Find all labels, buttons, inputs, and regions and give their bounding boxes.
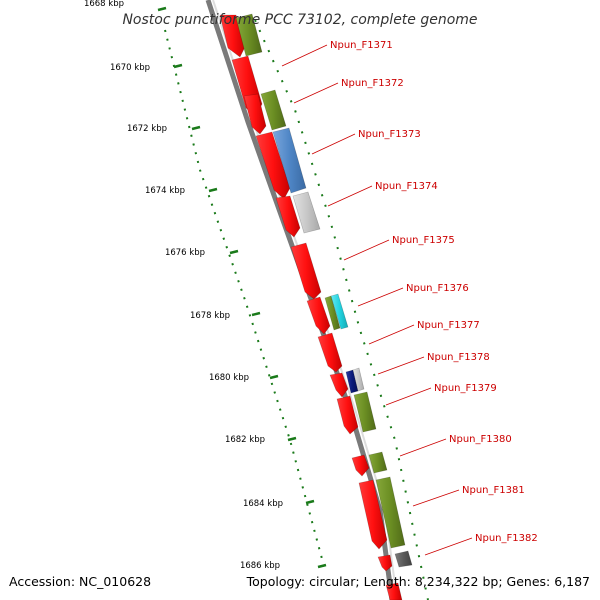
gene-label-leader: [357, 287, 404, 307]
cds-arrow[interactable]: [290, 242, 322, 300]
kbp-tick-mark: [269, 374, 279, 380]
gene-label-leader: [281, 44, 328, 67]
gene-label-leader: [424, 537, 473, 556]
kbp-tick-mark: [208, 187, 218, 193]
gene-label[interactable]: Npun_F1375: [392, 235, 455, 246]
gene-label-leader: [327, 185, 373, 207]
feature-block-olive[interactable]: [368, 451, 388, 474]
gene-label-leader: [293, 82, 339, 104]
genome-summary-text: Topology: circular; Length: 8,234,322 bp…: [246, 574, 590, 589]
kbp-scale: 1668 kbp 1670 kbp 1672 kbp 1674 kbp 1676 kbp…: [84, 0, 327, 571]
kbp-tick-label: 1684 kbp: [243, 499, 283, 509]
gene-features: [219, 13, 413, 600]
cds-arrow[interactable]: [385, 582, 403, 600]
cds-arrow[interactable]: [243, 93, 267, 135]
kbp-tick-mark: [157, 6, 167, 12]
gene-label[interactable]: Npun_F1372: [341, 78, 404, 89]
kbp-tick-label: 1672 kbp: [127, 124, 167, 134]
kbp-tick-mark: [305, 499, 315, 505]
accession-text: Accession: NC_010628: [9, 574, 151, 589]
gene-label[interactable]: Npun_F1371: [330, 40, 393, 51]
feature-block-olive[interactable]: [260, 89, 287, 131]
kbp-tick-label: 1668 kbp: [84, 0, 124, 9]
cds-arrow[interactable]: [317, 332, 343, 373]
gene-label[interactable]: Npun_F1377: [417, 320, 480, 331]
feature-block-olive[interactable]: [235, 13, 263, 57]
feature-block-olive[interactable]: [353, 391, 377, 433]
cds-arrow[interactable]: [329, 372, 349, 398]
cds-arrow[interactable]: [358, 479, 388, 550]
kbp-tick-mark: [229, 249, 239, 255]
cds-arrow[interactable]: [351, 454, 370, 477]
feature-block-cyan[interactable]: [330, 293, 349, 330]
kbp-tick-label: 1682 kbp: [225, 435, 265, 445]
gene-labels: Npun_F1371 Npun_F1372 Npun_F1373 Npun_F1374…: [281, 40, 538, 556]
cds-arrow[interactable]: [255, 131, 291, 200]
kbp-tick-mark: [251, 311, 261, 317]
kbp-tick-label: 1676 kbp: [165, 248, 205, 258]
feature-block-gray[interactable]: [292, 191, 321, 234]
gene-label[interactable]: Npun_F1379: [434, 383, 497, 394]
gene-label-leader: [311, 133, 356, 155]
cds-arrow[interactable]: [377, 554, 393, 572]
gene-label[interactable]: Npun_F1376: [406, 283, 469, 294]
kbp-tick-label: 1678 kbp: [190, 311, 230, 321]
cds-arrow[interactable]: [336, 395, 359, 435]
gene-label[interactable]: Npun_F1373: [358, 129, 421, 140]
gene-label-leader: [385, 387, 432, 406]
gene-label[interactable]: Npun_F1382: [475, 533, 538, 544]
feature-block-olive[interactable]: [324, 295, 341, 331]
kbp-tick-mark: [287, 436, 297, 442]
kbp-tick-mark: [317, 563, 327, 569]
feature-block-olive[interactable]: [375, 476, 406, 549]
kbp-tick-label: 1686 kbp: [240, 561, 280, 571]
gene-label[interactable]: Npun_F1374: [375, 181, 438, 192]
gene-label[interactable]: Npun_F1381: [462, 485, 525, 496]
map-title: Nostoc punctiforme PCC 73102, complete g…: [122, 12, 477, 28]
cds-arrow[interactable]: [306, 296, 331, 335]
kbp-tick-mark: [191, 125, 201, 131]
feature-block-darkgray[interactable]: [394, 550, 413, 568]
gene-label-leader: [399, 438, 447, 457]
cds-arrow[interactable]: [275, 195, 301, 238]
gene-label-leader: [368, 324, 415, 345]
feature-block-blue[interactable]: [272, 127, 307, 194]
gene-label-leader: [343, 239, 390, 261]
gene-label-leader: [412, 489, 460, 507]
gene-label[interactable]: Npun_F1378: [427, 352, 490, 363]
kbp-tick-label: 1674 kbp: [145, 186, 185, 196]
kbp-tick-mark: [173, 63, 183, 69]
feature-block-gray[interactable]: [352, 367, 365, 392]
kbp-tick-label: 1680 kbp: [209, 373, 249, 383]
kbp-tick-label: 1670 kbp: [110, 63, 150, 73]
gene-label[interactable]: Npun_F1380: [449, 434, 512, 445]
gene-label-leader: [377, 356, 425, 375]
